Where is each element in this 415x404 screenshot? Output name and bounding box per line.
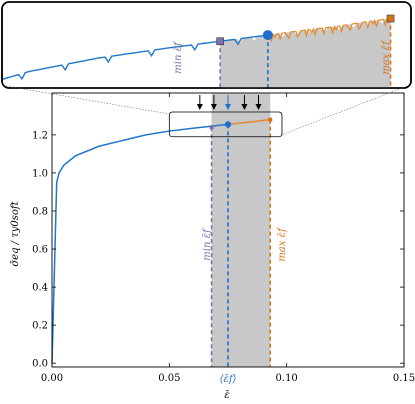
inset-max-marker xyxy=(386,14,395,23)
y-tick-label: 0.0 xyxy=(32,359,48,370)
main-plot: 0.00 0.05 0.10 0.15 0.0 0.2 0.4 0.6 0.8 1.0 1.2 xyxy=(32,92,415,384)
post-mean-line xyxy=(227,118,271,126)
y-tick-label: 0.8 xyxy=(32,206,48,217)
inset-max-label: max ε̄f xyxy=(381,39,392,75)
x-tick-label: 0.10 xyxy=(276,373,298,384)
x-tick-label: 0.05 xyxy=(158,373,180,384)
zoom-box xyxy=(168,111,283,138)
min-marker xyxy=(209,125,214,130)
axes-frame xyxy=(51,92,405,368)
connector-left xyxy=(5,85,170,115)
mean-marker xyxy=(224,121,232,128)
zoom-connector-lines xyxy=(5,85,408,135)
inset-orange-line xyxy=(267,17,391,43)
max-marker-label: max ε̄f xyxy=(277,226,288,262)
arrow-head xyxy=(196,104,203,110)
min-marker-label: min ε̄f xyxy=(202,227,213,261)
max-marker xyxy=(268,117,273,122)
arrow-head xyxy=(241,104,248,110)
x-tick-label: 0.00 xyxy=(41,373,63,384)
y-axis-label: σ̄eq / τy0soft xyxy=(10,200,21,266)
shaded-region xyxy=(211,93,271,367)
inset-mean-marker xyxy=(262,30,273,41)
inset-plot xyxy=(1,1,412,89)
y-tick-label: 0.2 xyxy=(32,321,48,332)
arrow-head xyxy=(255,104,262,110)
x-tick-label: 0.15 xyxy=(393,373,415,384)
y-tick-label: 1.0 xyxy=(32,168,48,179)
inset-min-label: min ε̄f xyxy=(173,40,184,74)
y-tick-label: 0.6 xyxy=(32,245,48,256)
inset-min-marker xyxy=(216,37,224,46)
arrow-head xyxy=(210,104,217,110)
arrow-head xyxy=(225,104,231,110)
mean-marker-label: ⟨ε̄f⟩ xyxy=(220,374,237,385)
inset-frame xyxy=(1,1,412,89)
stress-strain-line xyxy=(51,123,229,364)
connector-right xyxy=(281,85,408,135)
x-axis-label: ε̄ xyxy=(224,390,229,401)
y-tick-label: 0.4 xyxy=(32,283,48,294)
y-tick-label: 1.2 xyxy=(32,130,48,141)
